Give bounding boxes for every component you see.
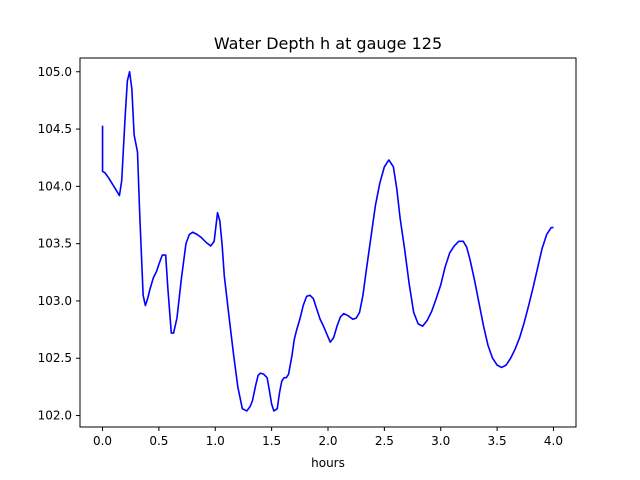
x-axis-label: hours bbox=[311, 456, 345, 470]
y-tick-label: 102.0 bbox=[38, 409, 72, 423]
axes-frame bbox=[79, 57, 577, 428]
x-tick-label: 0.5 bbox=[149, 434, 168, 448]
y-tick-label: 103.0 bbox=[38, 294, 72, 308]
x-tick-label: 2.0 bbox=[318, 434, 337, 448]
y-tick-label: 104.5 bbox=[38, 122, 72, 136]
series-line-0 bbox=[101, 70, 554, 412]
y-tick-label: 104.0 bbox=[38, 179, 72, 193]
x-tick-label: 3.5 bbox=[488, 434, 507, 448]
x-tick-label: 1.5 bbox=[262, 434, 281, 448]
y-tick-label: 105.0 bbox=[38, 65, 72, 79]
x-tick-label: 0.0 bbox=[93, 434, 112, 448]
y-axis: 102.0 102.5 103.0 103.5 104.0 104.5 105.0 bbox=[38, 65, 80, 423]
x-tick-label: 4.0 bbox=[544, 434, 563, 448]
x-axis: 0.0 0.5 1.0 1.5 2.0 2.5 3.0 3.5 4.0 bbox=[93, 427, 563, 448]
x-tick-label: 2.5 bbox=[375, 434, 394, 448]
x-tick-label: 1.0 bbox=[206, 434, 225, 448]
chart-title: Water Depth h at gauge 125 bbox=[214, 34, 442, 53]
plot-area bbox=[101, 70, 554, 412]
y-tick-label: 102.5 bbox=[38, 351, 72, 365]
y-tick-label: 103.5 bbox=[38, 237, 72, 251]
x-tick-label: 3.0 bbox=[431, 434, 450, 448]
